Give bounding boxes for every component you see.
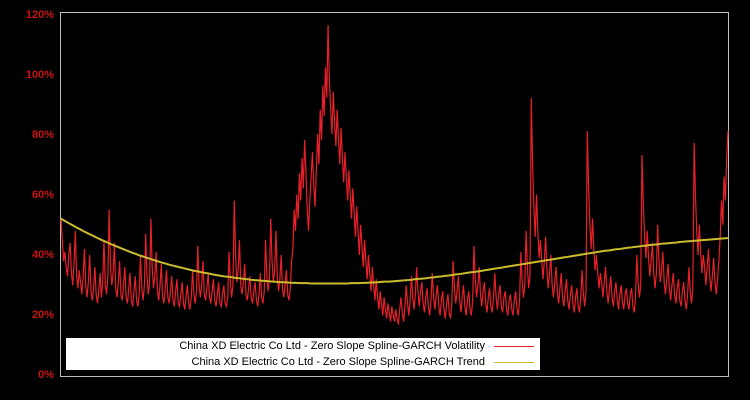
plot-border	[60, 12, 729, 377]
legend-line-sample-volatility	[494, 345, 534, 347]
series-line-trend	[60, 217, 729, 285]
y-axis-tick-20: 20%	[31, 309, 54, 321]
y-axis-tick-0: 0%	[38, 369, 54, 381]
y-axis-tick-100: 100%	[25, 69, 54, 81]
legend-entry-trend: China XD Electric Co Ltd - Zero Slope Sp…	[66, 354, 540, 370]
legend-entry-volatility: China XD Electric Co Ltd - Zero Slope Sp…	[66, 338, 540, 354]
y-axis-tick-80: 80%	[31, 129, 54, 141]
y-axis-tick-120: 120%	[25, 9, 54, 21]
y-axis-tick-60: 60%	[31, 189, 54, 201]
legend-line-sample-trend	[494, 361, 534, 363]
series-line-volatility	[60, 25, 729, 325]
chart-legend: China XD Electric Co Ltd - Zero Slope Sp…	[66, 338, 540, 370]
legend-label-trend: China XD Electric Co Ltd - Zero Slope Sp…	[191, 356, 485, 368]
legend-label-volatility: China XD Electric Co Ltd - Zero Slope Sp…	[179, 340, 485, 352]
y-axis-tick-40: 40%	[31, 249, 54, 261]
